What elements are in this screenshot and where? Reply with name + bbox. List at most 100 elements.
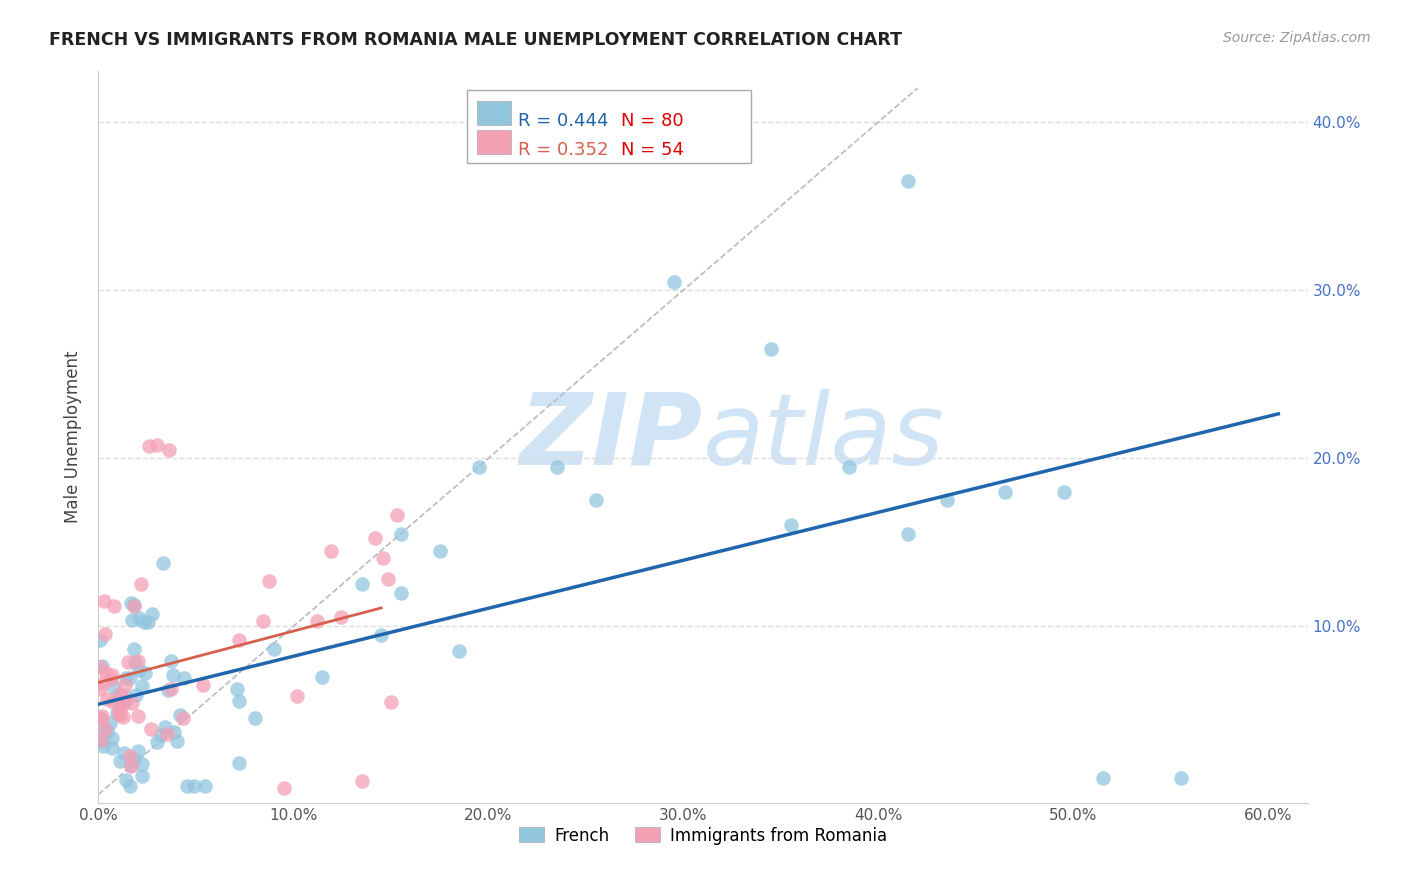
Point	[114, 678, 136, 692]
Point	[897, 526, 920, 541]
Point	[108, 708, 131, 723]
Point	[120, 748, 142, 763]
Point	[124, 655, 146, 669]
Point	[91, 708, 114, 723]
Point	[311, 671, 333, 685]
Point	[141, 722, 163, 736]
Point	[1053, 484, 1076, 499]
Point	[121, 696, 143, 710]
Point	[94, 627, 117, 641]
Point	[91, 676, 114, 690]
Point	[146, 437, 169, 451]
Point	[305, 615, 328, 629]
Point	[363, 532, 385, 546]
Point	[89, 659, 111, 673]
FancyBboxPatch shape	[467, 90, 751, 163]
Point	[350, 773, 373, 788]
Point	[96, 691, 118, 706]
Point	[449, 644, 471, 658]
Point	[128, 663, 150, 677]
Point	[380, 695, 402, 709]
Point	[128, 611, 150, 625]
Point	[101, 731, 124, 745]
Point	[994, 484, 1017, 499]
Y-axis label: Male Unemployment: Male Unemployment	[65, 351, 83, 524]
Point	[89, 682, 111, 697]
Point	[157, 442, 180, 457]
Point	[546, 459, 568, 474]
Point	[103, 681, 125, 695]
Point	[103, 599, 125, 613]
Point	[935, 493, 957, 508]
Point	[194, 779, 217, 793]
Bar	[477, 130, 510, 154]
Point	[105, 694, 128, 708]
Point	[257, 574, 280, 589]
Point	[108, 702, 131, 716]
Point	[838, 459, 860, 474]
Point	[193, 678, 215, 692]
Point	[127, 654, 149, 668]
Point	[110, 754, 132, 768]
Point	[429, 543, 451, 558]
Point	[112, 746, 135, 760]
Point	[160, 682, 183, 697]
Point	[121, 613, 143, 627]
Point	[273, 780, 295, 795]
Point	[152, 556, 174, 570]
Point	[111, 698, 134, 712]
Point	[226, 681, 249, 696]
Point	[120, 596, 142, 610]
Point	[377, 572, 399, 586]
Point	[101, 696, 124, 710]
Point	[585, 493, 607, 508]
Point	[162, 724, 184, 739]
Text: ZIP: ZIP	[520, 389, 703, 485]
Point	[132, 615, 155, 629]
Point	[153, 721, 176, 735]
Point	[105, 706, 128, 720]
Point	[91, 739, 114, 754]
Text: N = 54: N = 54	[621, 141, 683, 159]
Point	[136, 615, 159, 629]
Point	[761, 342, 783, 356]
Point	[150, 728, 173, 742]
Point	[101, 740, 124, 755]
Point	[114, 692, 136, 706]
Point	[779, 518, 801, 533]
Point	[897, 174, 920, 188]
Point	[114, 773, 136, 788]
Point	[156, 727, 179, 741]
Point	[118, 671, 141, 685]
Point	[330, 610, 353, 624]
Point	[111, 690, 134, 705]
Point	[131, 679, 153, 693]
Point	[127, 744, 149, 758]
Point	[370, 627, 392, 641]
Point	[131, 769, 153, 783]
Point	[91, 733, 114, 747]
Point	[662, 275, 685, 289]
Point	[93, 724, 115, 739]
Point	[1170, 771, 1192, 785]
Point	[114, 695, 136, 709]
Point	[89, 632, 111, 647]
Text: atlas: atlas	[703, 389, 945, 485]
Point	[117, 656, 139, 670]
Point	[467, 459, 489, 474]
Point	[120, 758, 142, 772]
Point	[108, 706, 131, 720]
Point	[98, 716, 121, 731]
Point	[93, 594, 115, 608]
Point	[285, 689, 308, 703]
Point	[94, 722, 117, 736]
Point	[252, 614, 274, 628]
Point	[1091, 771, 1114, 785]
Text: R = 0.444: R = 0.444	[517, 112, 609, 129]
Point	[114, 689, 136, 703]
Point	[389, 585, 412, 599]
Point	[263, 641, 285, 656]
Point	[122, 753, 145, 767]
Bar	[477, 101, 510, 125]
Point	[127, 709, 149, 723]
